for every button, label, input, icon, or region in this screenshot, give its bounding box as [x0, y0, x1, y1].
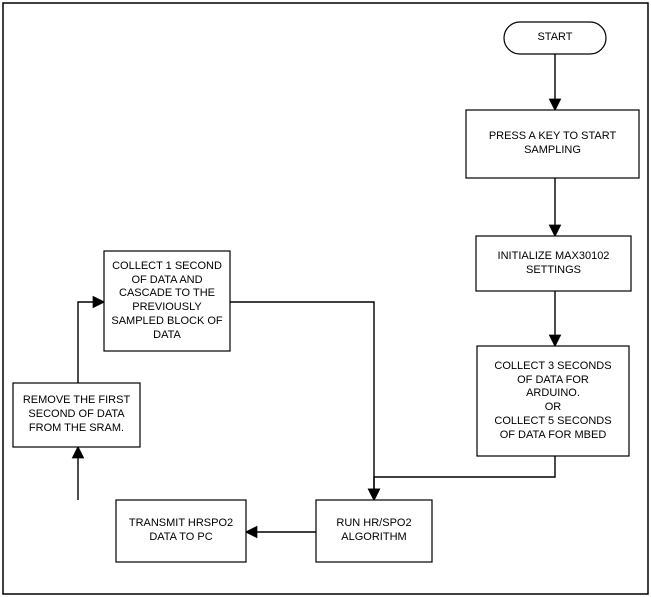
- node-start: START: [504, 22, 606, 54]
- node-remove: REMOVE THE FIRST SECOND OF DATA FROM THE…: [13, 383, 140, 447]
- node-init: INITIALIZE MAX30102 SETTINGS: [476, 236, 631, 291]
- node-collect1: COLLECT 1 SECOND OF DATA AND CASCADE TO …: [104, 251, 230, 351]
- node-collect35: COLLECT 3 SECONDS OF DATA FOR ARDUINO. O…: [477, 346, 629, 456]
- node-press: PRESS A KEY TO START SAMPLING: [466, 110, 639, 178]
- edge-collect1-to-runalgo: [230, 302, 374, 500]
- flowchart-canvas: START PRESS A KEY TO START SAMPLING INITIA…: [0, 0, 651, 597]
- node-runalgo: RUN HR/SPO2 ALGORITHM: [316, 500, 432, 562]
- edge-collect35-to-runalgo: [374, 456, 555, 500]
- node-transmit: TRANSMIT HRSPO2 DATA TO PC: [116, 500, 246, 562]
- edge-remove-to-collect1: [78, 302, 104, 383]
